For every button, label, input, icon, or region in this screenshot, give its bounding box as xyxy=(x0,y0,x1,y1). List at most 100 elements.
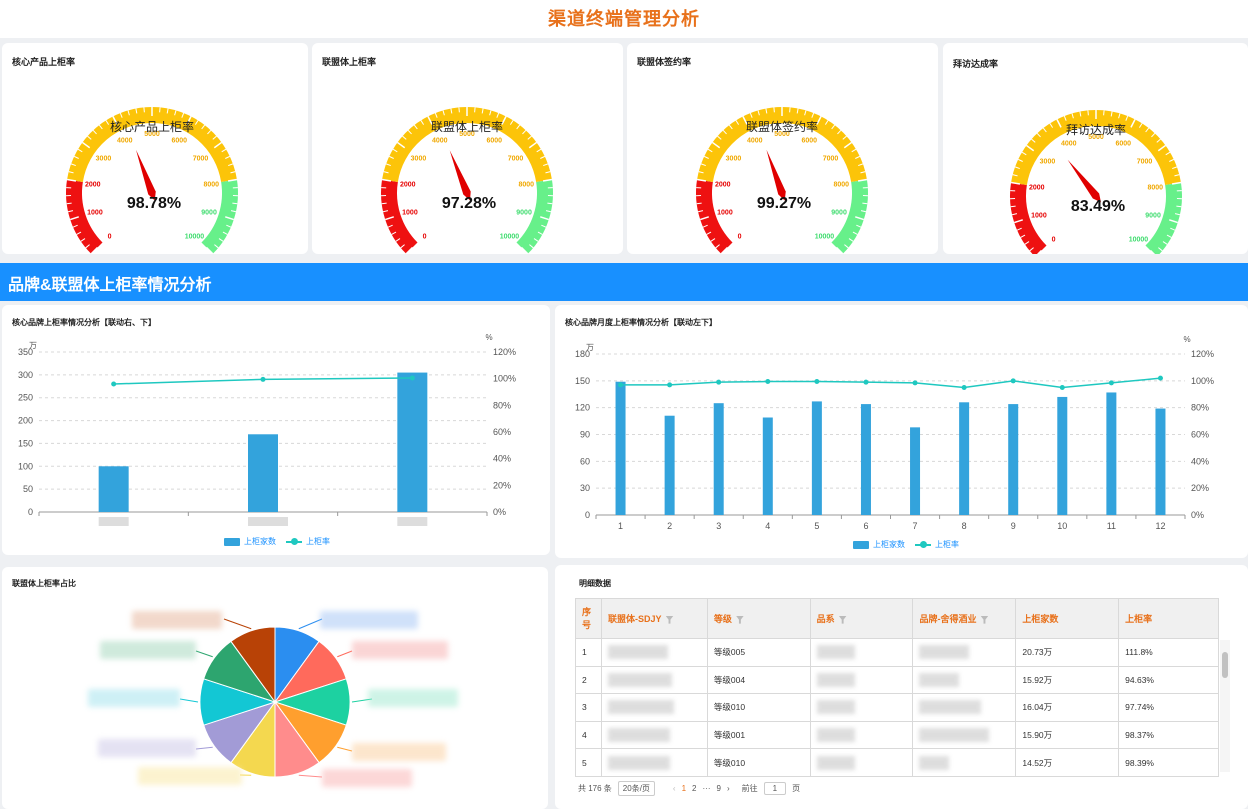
gauge-tick xyxy=(711,141,721,149)
pie-leader-line xyxy=(337,746,353,752)
gauge-tick xyxy=(1169,158,1175,162)
detail-table: 序号 联盟体-SDJY 等级 品系 品牌-舍得酒业 上柜家数 上柜率 1 等级0… xyxy=(575,598,1219,777)
gauge-tick-label: 1000 xyxy=(87,210,103,217)
gauge-tick xyxy=(858,163,864,167)
pie-label xyxy=(322,769,412,787)
prev-page-button[interactable]: ‹ xyxy=(672,784,676,793)
gauge-tick xyxy=(1063,115,1067,121)
gauge-tick-label: 5000 xyxy=(459,131,475,138)
cell-rate: 111.8% xyxy=(1118,638,1219,667)
gauge-tick xyxy=(862,202,868,205)
cell-level: 等级004 xyxy=(706,665,811,695)
gauge-tick xyxy=(90,246,99,254)
col-header-label: 品牌-舍得酒业 xyxy=(919,614,977,624)
legend-bar-swatch xyxy=(853,540,869,549)
gauge-panel-2: 联盟体签约率 0 1000 2000 3000 4000 5000 6000 7000 8000… xyxy=(627,43,938,254)
pagination: 共 176 条 20条/页 ‹ 1 2 ··· 9 › 前往 1 页 xyxy=(578,781,800,796)
legend-line-label: 上柜率 xyxy=(935,540,959,549)
y2-tick-label: 120% xyxy=(1191,349,1214,359)
gauge-tick xyxy=(385,163,391,167)
monthly-chart-legend[interactable]: 上柜家数 上柜率 xyxy=(853,539,959,550)
filter-icon[interactable] xyxy=(838,615,847,624)
page-ellipsis[interactable]: ··· xyxy=(702,784,711,793)
gauge-tick xyxy=(227,178,238,182)
page-size-select[interactable]: 20条/页 xyxy=(617,781,655,796)
x-tick-label: 6 xyxy=(863,521,868,531)
pie-label xyxy=(100,641,196,659)
filter-icon[interactable] xyxy=(735,615,744,624)
gauge-tick-label: 1000 xyxy=(1031,213,1047,220)
gauge-tick xyxy=(1024,241,1030,245)
col-header-rate[interactable]: 上柜率 xyxy=(1118,598,1219,639)
gauge-tick xyxy=(1162,241,1168,245)
gauge-tick xyxy=(1172,166,1178,170)
table-row[interactable]: 2 等级004 15.92万 94.63% xyxy=(575,665,1219,695)
x-tick-label: 1 xyxy=(618,521,623,531)
gauge-tick xyxy=(854,216,865,221)
page-1[interactable]: 1 xyxy=(681,784,687,793)
gauge-tick xyxy=(1013,219,1024,224)
gauge-tick xyxy=(1025,144,1035,152)
col-header-index[interactable]: 序号 xyxy=(575,598,602,639)
table-row[interactable]: 4 等级001 15.90万 98.37% xyxy=(575,720,1219,750)
table-row[interactable]: 3 等级010 16.04万 97.74% xyxy=(575,693,1219,722)
gauge-tick-label: 2000 xyxy=(715,182,731,189)
gauge-tick xyxy=(1010,181,1021,185)
gauge-tick xyxy=(442,110,445,116)
next-page-button[interactable]: › xyxy=(726,784,730,793)
y2-unit: % xyxy=(1183,335,1190,344)
gauge-tick-label: 1000 xyxy=(402,210,418,217)
rate-point xyxy=(618,382,624,388)
table-scrollbar[interactable] xyxy=(1220,640,1230,772)
table-row[interactable]: 5 等级010 14.52万 98.39% xyxy=(575,748,1219,777)
gauge-tick xyxy=(860,171,866,174)
y-unit: 万 xyxy=(29,341,37,350)
gauge-tick xyxy=(700,163,706,167)
col-header-level[interactable]: 等级 xyxy=(706,598,811,639)
rate-point xyxy=(111,381,117,387)
gauge-tick xyxy=(804,110,807,116)
y2-tick-label: 20% xyxy=(1191,483,1209,493)
page-2[interactable]: 2 xyxy=(692,784,697,793)
goto-input[interactable]: 1 xyxy=(763,782,787,795)
gauge-center-label: 联盟体上柜率 xyxy=(431,119,503,134)
filter-icon[interactable] xyxy=(665,615,674,624)
rate-point xyxy=(1157,375,1163,381)
gauge-tick-label: 6000 xyxy=(171,138,187,145)
gauge-title: 拜访达成率 xyxy=(953,59,999,69)
gauge-center-label: 联盟体签约率 xyxy=(746,119,818,134)
filter-icon[interactable] xyxy=(980,615,989,624)
y2-tick-label: 0% xyxy=(1191,510,1204,520)
gauge-tick xyxy=(1151,132,1156,138)
page-header: 渠道终端管理分析 xyxy=(0,0,1248,38)
pie-label xyxy=(320,611,418,629)
gauge-center-label: 核心产品上柜率 xyxy=(110,119,194,134)
pie-label xyxy=(352,743,446,761)
gauge-tick xyxy=(68,171,74,174)
gauge-tick-label: 3000 xyxy=(96,156,112,163)
page-last[interactable]: 9 xyxy=(716,784,721,793)
x-tick-label: 9 xyxy=(1011,521,1016,531)
table-row[interactable]: 1 等级005 20.73万 111.8% xyxy=(575,638,1219,667)
gauge-tick-label: 10000 xyxy=(185,233,205,240)
gauge-tick-label: 5000 xyxy=(1088,134,1104,141)
col-header-series[interactable]: 品系 xyxy=(809,598,914,639)
col-header-count[interactable]: 上柜家数 xyxy=(1015,598,1120,639)
bar xyxy=(248,434,278,512)
gauge-tick xyxy=(174,110,177,116)
scrollbar-thumb[interactable] xyxy=(1222,652,1228,678)
gauge-tick xyxy=(1170,227,1176,231)
gauge-tick-label: 7000 xyxy=(823,156,839,163)
gauge-tick xyxy=(214,244,219,249)
gauge-tick-label: 9000 xyxy=(201,210,217,217)
gauge-tick-label: 2000 xyxy=(1029,185,1045,192)
gauge-tick xyxy=(383,171,389,174)
rate-point xyxy=(961,385,967,391)
col-header-brand[interactable]: 品牌-舍得酒业 xyxy=(912,598,1017,639)
brand-chart-legend[interactable]: 上柜家数 上柜率 xyxy=(224,536,330,547)
gauge-panel-3: 拜访达成率 0 1000 2000 3000 4000 5000 6000 7000 8000 9… xyxy=(943,43,1248,254)
gauge-tick xyxy=(509,120,514,125)
cell-series xyxy=(809,693,914,722)
col-header-alliance[interactable]: 联盟体-SDJY xyxy=(600,598,708,639)
gauge-tick xyxy=(405,246,414,254)
